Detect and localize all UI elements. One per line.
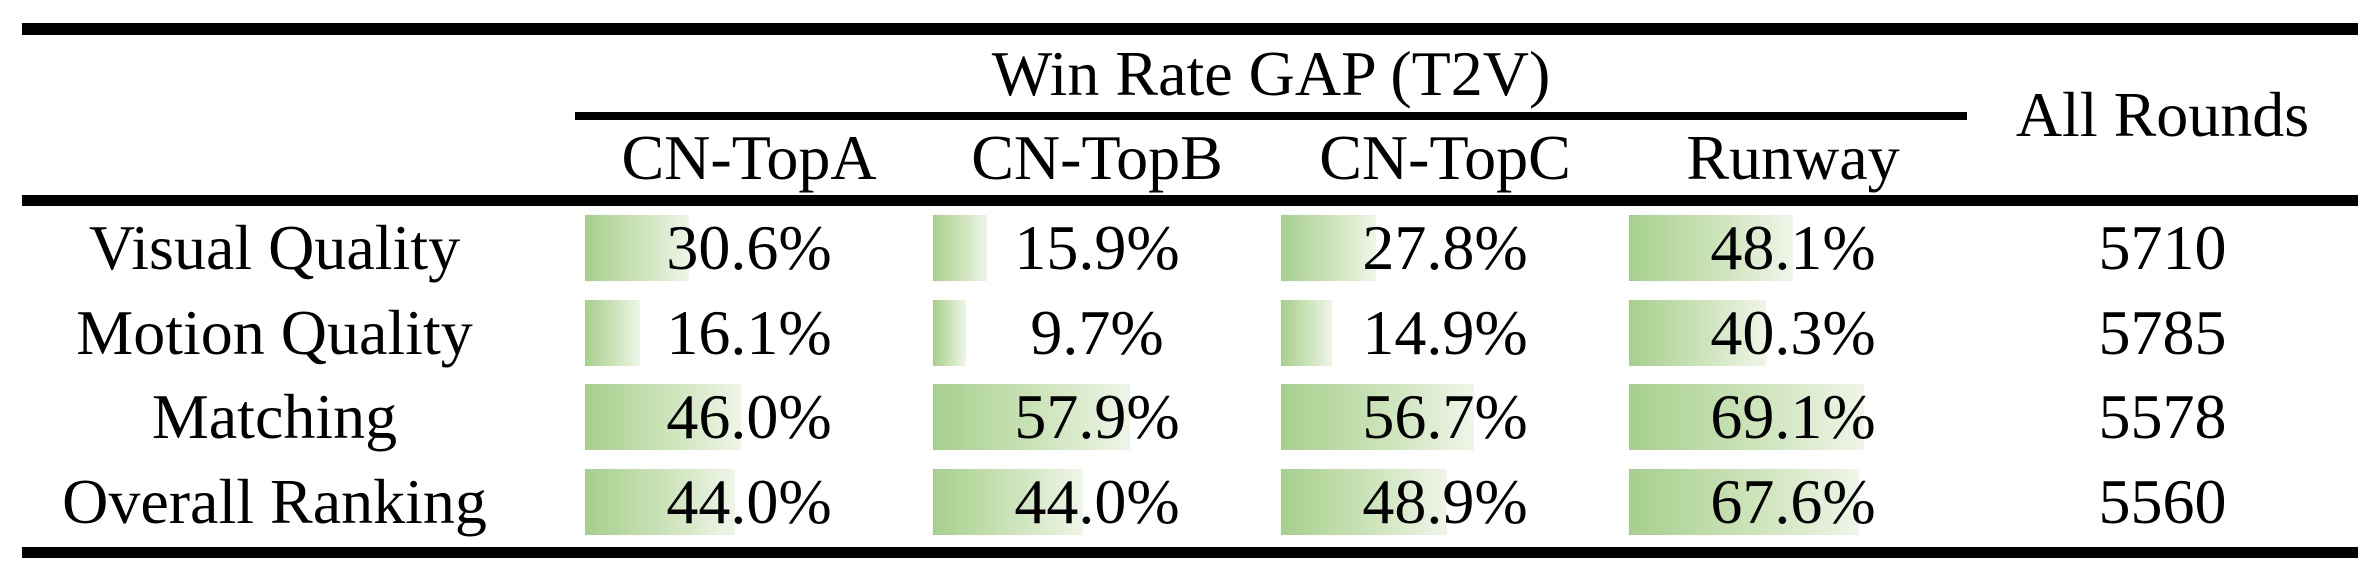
win-rate-cell: 48.9% bbox=[1271, 460, 1619, 545]
win-rate-bar bbox=[1629, 215, 1793, 282]
group-header-title: Win Rate GAP (T2V) bbox=[991, 37, 1551, 109]
all-rounds-value: 5560 bbox=[2098, 465, 2227, 537]
header-body-rule bbox=[22, 195, 2358, 206]
win-rate-value: 46.0% bbox=[666, 381, 832, 453]
win-rate-bar bbox=[585, 215, 689, 282]
win-rate-value: 40.3% bbox=[1710, 296, 1876, 368]
win-rate-bar bbox=[933, 215, 988, 282]
win-rate-bar bbox=[1281, 299, 1332, 366]
win-rate-value: 69.1% bbox=[1710, 381, 1876, 453]
col-header-runway: Runway bbox=[1686, 121, 1900, 193]
win-rate-value: 48.1% bbox=[1710, 212, 1876, 284]
all-rounds-value: 5785 bbox=[2098, 296, 2227, 368]
win-rate-bar bbox=[1629, 468, 1859, 535]
win-rate-bar bbox=[1281, 384, 1474, 451]
table-body: Visual Quality 30.6% 15.9% 27.8% 48.1% 5710 Mo… bbox=[22, 206, 2358, 544]
win-rate-bar bbox=[933, 384, 1130, 451]
all-rounds-value: 5578 bbox=[2098, 381, 2227, 453]
win-rate-value: 48.9% bbox=[1362, 465, 1528, 537]
corner-empty-cell bbox=[22, 35, 575, 195]
win-rate-table: Win Rate GAP (T2V) All Rounds CN-TopA CN-… bbox=[22, 23, 2358, 558]
win-rate-value: 67.6% bbox=[1710, 465, 1876, 537]
row-label: Overall Ranking bbox=[62, 465, 487, 537]
table-header: Win Rate GAP (T2V) All Rounds CN-TopA CN-… bbox=[22, 35, 2358, 195]
win-rate-bar bbox=[933, 468, 1083, 535]
top-rule bbox=[22, 23, 2358, 35]
group-header-underline bbox=[575, 112, 1967, 120]
win-rate-bar bbox=[1281, 468, 1448, 535]
win-rate-cell: 40.3% bbox=[1619, 291, 1967, 376]
win-rate-value: 44.0% bbox=[1014, 465, 1180, 537]
win-rate-bar bbox=[585, 384, 742, 451]
win-rate-bar bbox=[1629, 299, 1766, 366]
win-rate-bar bbox=[933, 299, 966, 366]
win-rate-value: 14.9% bbox=[1362, 296, 1528, 368]
win-rate-cell: 67.6% bbox=[1619, 460, 1967, 545]
win-rate-value: 27.8% bbox=[1362, 212, 1528, 284]
win-rate-cell: 30.6% bbox=[575, 206, 923, 291]
win-rate-bar bbox=[1629, 384, 1864, 451]
win-rate-cell: 56.7% bbox=[1271, 375, 1619, 460]
win-rate-cell: 57.9% bbox=[923, 375, 1271, 460]
win-rate-value: 16.1% bbox=[666, 296, 832, 368]
win-rate-cell: 69.1% bbox=[1619, 375, 1967, 460]
win-rate-cell: 44.0% bbox=[575, 460, 923, 545]
col-header-cn-topb: CN-TopB bbox=[971, 121, 1223, 193]
row-label: Motion Quality bbox=[76, 296, 473, 368]
win-rate-cell: 16.1% bbox=[575, 291, 923, 376]
win-rate-cell: 44.0% bbox=[923, 460, 1271, 545]
win-rate-value: 9.7% bbox=[1030, 296, 1164, 368]
win-rate-value: 15.9% bbox=[1014, 212, 1180, 284]
win-rate-cell: 9.7% bbox=[923, 291, 1271, 376]
win-rate-cell: 48.1% bbox=[1619, 206, 1967, 291]
col-header-cn-topc: CN-TopC bbox=[1319, 121, 1571, 193]
win-rate-bar bbox=[585, 468, 735, 535]
win-rate-cell: 14.9% bbox=[1271, 291, 1619, 376]
win-rate-value: 56.7% bbox=[1362, 381, 1528, 453]
row-label: Matching bbox=[151, 381, 398, 453]
col-header-cn-topa: CN-TopA bbox=[621, 121, 877, 193]
win-rate-bar bbox=[1281, 215, 1376, 282]
win-rate-cell: 46.0% bbox=[575, 375, 923, 460]
win-rate-cell: 15.9% bbox=[923, 206, 1271, 291]
win-rate-bar bbox=[585, 299, 640, 366]
row-label: Visual Quality bbox=[88, 212, 461, 284]
win-rate-value: 57.9% bbox=[1014, 381, 1180, 453]
win-rate-value: 44.0% bbox=[666, 465, 832, 537]
bottom-rule bbox=[22, 547, 2358, 558]
win-rate-value: 30.6% bbox=[666, 212, 832, 284]
all-rounds-value: 5710 bbox=[2098, 212, 2227, 284]
col-header-all-rounds: All Rounds bbox=[2015, 79, 2310, 150]
win-rate-cell: 27.8% bbox=[1271, 206, 1619, 291]
